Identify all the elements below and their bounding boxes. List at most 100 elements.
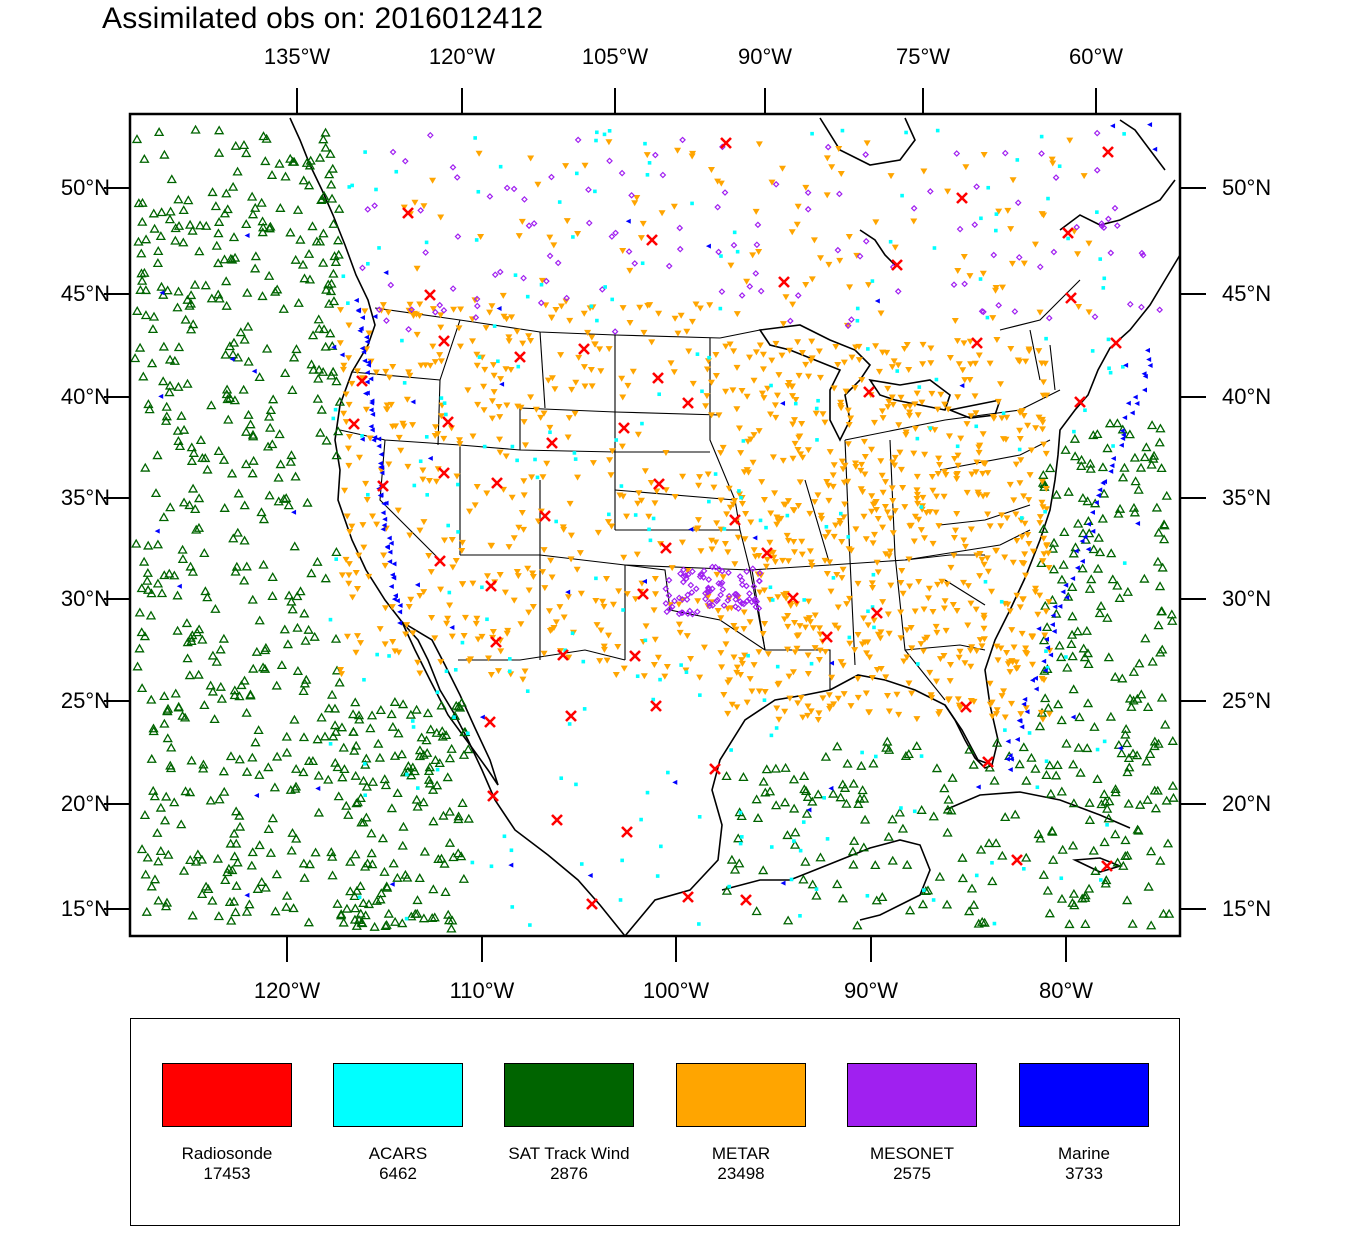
triangle-down-obs-marker [998, 512, 1006, 519]
triangle-down-obs-marker [905, 680, 913, 687]
triangle-up-obs-marker [152, 450, 163, 460]
square-obs-marker [507, 669, 512, 674]
triangle-left-obs-marker [829, 660, 835, 666]
diamond-obs-marker [956, 225, 964, 233]
triangle-left-obs-marker [387, 549, 393, 555]
triangle-up-obs-marker [414, 873, 425, 883]
square-obs-marker [593, 189, 597, 194]
triangle-down-obs-marker [829, 472, 837, 479]
legend-item-metar: METAR 23498 [676, 1063, 806, 1184]
triangle-down-obs-marker [815, 348, 823, 355]
triangle-up-obs-marker [883, 744, 895, 754]
triangle-up-obs-marker [813, 789, 824, 799]
triangle-up-obs-marker [136, 248, 147, 258]
triangle-down-obs-marker [738, 660, 746, 667]
triangle-down-obs-marker [860, 438, 868, 445]
triangle-down-obs-marker [607, 472, 615, 479]
triangle-up-obs-marker [229, 851, 240, 861]
diamond-obs-marker [738, 292, 746, 299]
triangle-up-obs-marker [345, 856, 356, 866]
square-obs-marker [873, 754, 878, 759]
triangle-up-obs-marker [1154, 437, 1165, 447]
triangle-down-obs-marker [956, 648, 964, 655]
square-obs-marker [647, 527, 651, 532]
triangle-down-obs-marker [647, 479, 655, 486]
triangle-down-obs-marker [872, 343, 880, 350]
triangle-up-obs-marker [858, 842, 869, 852]
square-obs-marker [594, 576, 598, 581]
square-obs-marker [485, 617, 489, 622]
triangle-up-obs-marker [1139, 452, 1150, 462]
triangle-up-obs-marker [788, 774, 800, 784]
triangle-down-obs-marker [515, 524, 523, 531]
triangle-down-obs-marker [556, 604, 564, 611]
diamond-obs-marker [1093, 166, 1101, 174]
triangle-down-obs-marker [768, 357, 776, 364]
triangle-up-obs-marker [302, 497, 313, 507]
triangle-down-obs-marker [932, 678, 940, 685]
triangle-up-obs-marker [412, 895, 423, 905]
triangle-down-obs-marker [804, 703, 812, 710]
square-obs-marker [919, 754, 924, 758]
triangle-down-obs-marker [487, 671, 495, 678]
triangle-down-obs-marker [497, 648, 505, 655]
triangle-down-obs-marker [605, 632, 613, 639]
triangle-up-obs-marker [247, 847, 258, 857]
triangle-down-obs-marker [992, 287, 1000, 294]
square-obs-marker [515, 458, 519, 463]
triangle-down-obs-marker [707, 379, 715, 386]
triangle-down-obs-marker [338, 572, 346, 579]
triangle-down-obs-marker [1012, 511, 1020, 518]
triangle-up-obs-marker [1148, 450, 1160, 460]
triangle-up-obs-marker [254, 769, 265, 779]
triangle-up-obs-marker [1082, 743, 1093, 753]
triangle-down-obs-marker [951, 318, 959, 325]
triangle-down-obs-marker [1045, 711, 1053, 718]
triangle-up-obs-marker [225, 253, 236, 263]
triangle-up-obs-marker [1155, 423, 1166, 433]
diamond-obs-marker [995, 301, 1003, 309]
triangle-left-obs-marker [1032, 675, 1038, 681]
square-obs-marker [602, 132, 607, 137]
triangle-up-obs-marker [1151, 502, 1163, 512]
triangle-up-obs-marker [209, 714, 220, 724]
triangle-left-obs-marker [376, 436, 382, 442]
triangle-left-obs-marker [1110, 455, 1116, 461]
triangle-down-obs-marker [403, 622, 411, 629]
triangle-up-obs-marker [1156, 606, 1167, 616]
triangle-down-obs-marker [514, 403, 522, 410]
triangle-down-obs-marker [597, 627, 605, 634]
triangle-down-obs-marker [674, 147, 682, 154]
triangle-down-obs-marker [925, 585, 933, 592]
triangle-up-obs-marker [241, 148, 252, 158]
triangle-down-obs-marker [359, 522, 367, 529]
triangle-down-obs-marker [798, 551, 806, 558]
triangle-up-obs-marker [453, 848, 464, 858]
triangle-down-obs-marker [889, 497, 897, 504]
triangle-up-obs-marker [241, 561, 252, 571]
triangle-up-obs-marker [291, 833, 302, 843]
x-obs-marker [787, 592, 799, 604]
triangle-up-obs-marker [416, 732, 427, 742]
triangle-down-obs-marker [954, 696, 962, 703]
triangle-down-obs-marker [345, 561, 353, 568]
triangle-down-obs-marker [515, 233, 523, 240]
triangle-up-obs-marker [943, 794, 954, 804]
square-obs-marker [539, 282, 544, 287]
triangle-down-obs-marker [840, 691, 848, 698]
triangle-down-obs-marker [920, 168, 928, 175]
left-lat-tick: 50°N [60, 175, 110, 200]
triangle-down-obs-marker [738, 657, 746, 664]
triangle-down-obs-marker [689, 380, 697, 387]
triangle-down-obs-marker [903, 654, 911, 661]
diamond-obs-marker [666, 605, 674, 612]
triangle-down-obs-marker [755, 141, 763, 148]
x-obs-marker [971, 337, 983, 349]
triangle-left-obs-marker [688, 526, 694, 532]
triangle-down-obs-marker [443, 620, 451, 627]
triangle-down-obs-marker [1046, 647, 1054, 654]
triangle-up-obs-marker [219, 208, 231, 218]
triangle-down-obs-marker [781, 501, 789, 508]
triangle-down-obs-marker [472, 620, 480, 627]
triangle-left-obs-marker [359, 315, 365, 321]
